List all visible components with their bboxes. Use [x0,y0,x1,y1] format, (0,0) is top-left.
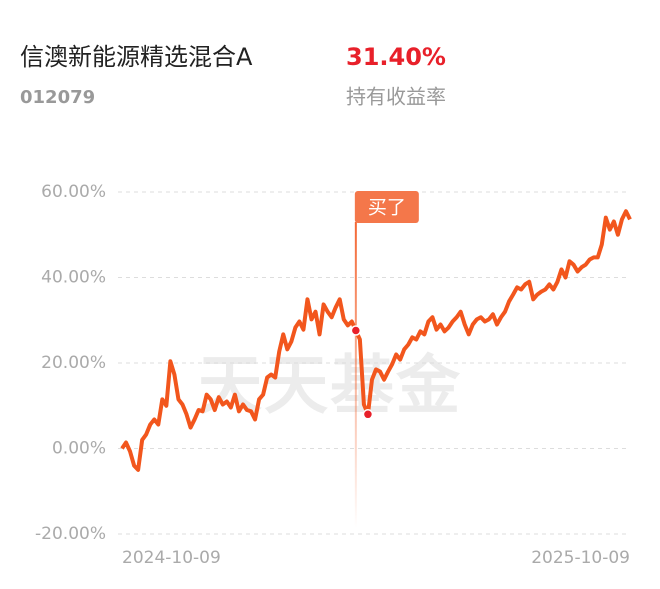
return-value: 31.40% [346,43,446,71]
y-tick-label: 40.00% [41,268,106,288]
return-label: 持有收益率 [346,85,446,109]
x-tick-label: 2024-10-09 [122,548,221,568]
fund-code: 012079 [20,87,95,108]
fund-name: 信澳新能源精选混合A [20,43,253,71]
y-tick-label: 60.00% [41,182,106,202]
watermark: 天天基金 [198,350,462,424]
y-tick-label: -20.00% [35,524,106,544]
line [120,209,632,472]
y-tick-label: 20.00% [41,353,106,373]
x-tick-label: 2025-10-09 [531,548,630,568]
buy-tag [354,191,419,223]
y-tick-label: 0.00% [52,439,106,459]
buy-line [354,222,357,528]
trade-dot [350,325,362,336]
buy-tag-text: 买了 [368,197,406,219]
trade-dot [362,409,374,420]
